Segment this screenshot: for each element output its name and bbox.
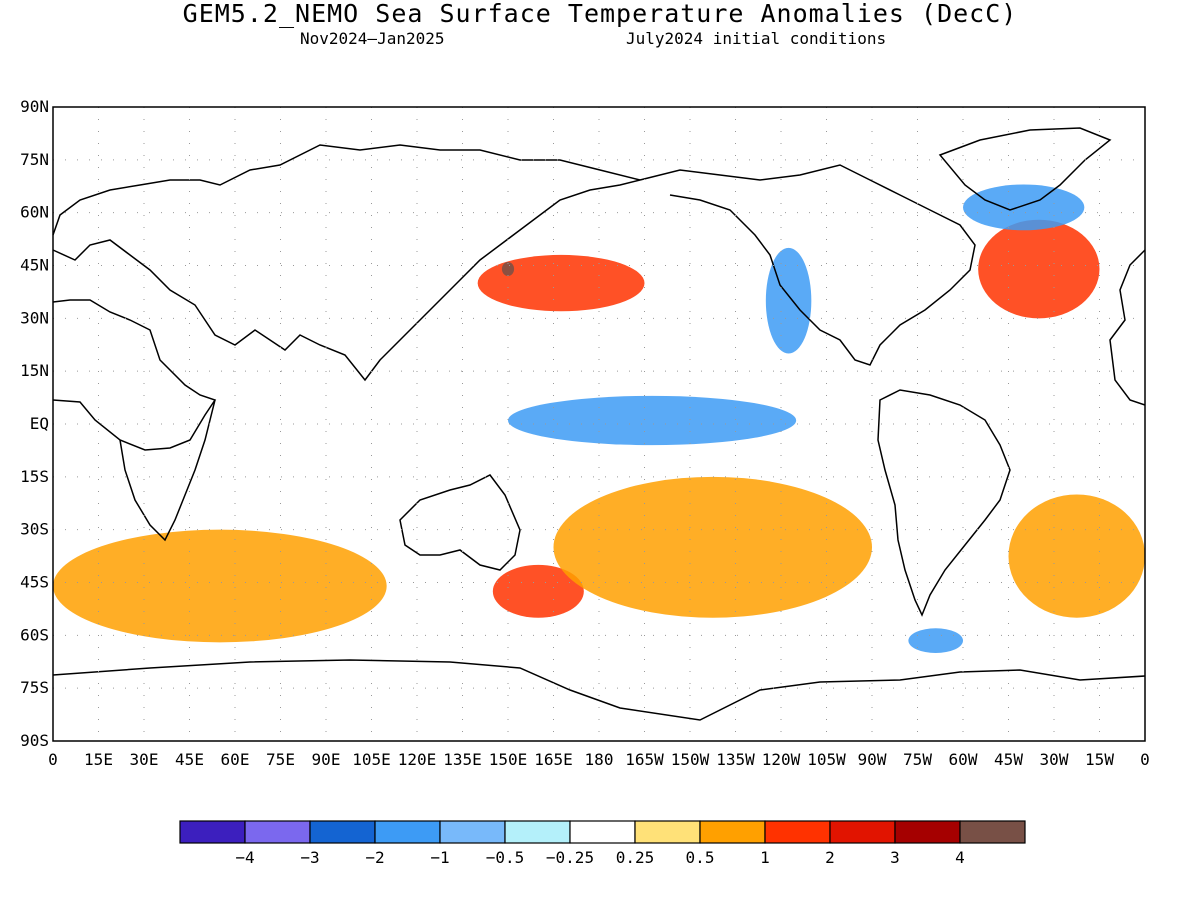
- lon-tick-label: 135E: [443, 750, 482, 769]
- anomaly-labrador-cold: [963, 184, 1085, 231]
- colorbar-label: 4: [955, 848, 965, 867]
- lon-tick-label: 0: [1140, 750, 1150, 769]
- lon-tick-label: 45E: [175, 750, 204, 769]
- antarctica-outline: [52, 659, 1146, 721]
- colorbar-swatch: [764, 820, 831, 844]
- lon-tick-label: 90W: [858, 750, 887, 769]
- colorbar-label: 0.5: [686, 848, 715, 867]
- colorbar-label: −2: [365, 848, 384, 867]
- africa-outline: [52, 299, 217, 451]
- lat-tick-label: 30S: [20, 520, 49, 539]
- lat-tick-label: 90N: [20, 97, 49, 116]
- anomaly-equatorial-pacific-cold: [508, 395, 797, 446]
- lon-tick-label: 15W: [1085, 750, 1114, 769]
- graticule: [53, 107, 1145, 741]
- colorbar-label: −0.5: [486, 848, 525, 867]
- colorbar-label: −4: [235, 848, 254, 867]
- colorbar-label: −0.25: [546, 848, 594, 867]
- anomaly-gulf-stream-warm: [978, 219, 1100, 319]
- lat-tick-label: 45N: [20, 256, 49, 275]
- chart-title: GEM5.2_NEMO Sea Surface Temperature Anom…: [182, 0, 1018, 28]
- colorbar-swatch: [244, 820, 311, 844]
- colorbar-swatch: [374, 820, 441, 844]
- lon-tick-label: 75E: [266, 750, 295, 769]
- lon-tick-label: 105W: [807, 750, 846, 769]
- colorbar-swatch: [569, 820, 636, 844]
- forecast-period: Nov2024—Jan2025: [300, 29, 445, 48]
- initial-conditions-label: July2024 initial conditions: [626, 29, 887, 48]
- colorbar-label: 1: [760, 848, 770, 867]
- anomaly-south-pacific-warm: [553, 476, 872, 618]
- colorbar-swatch: [894, 820, 961, 844]
- longitude-tick-labels: 0 15E 30E 45E 60E 75E 90E 105E 120E 135E 150E 165E 1…: [48, 750, 1150, 769]
- eurasia-outline: [52, 144, 641, 382]
- lat-tick-label: 30N: [20, 308, 49, 327]
- lon-tick-label: 150W: [671, 750, 710, 769]
- colorbar-label: 0.25: [616, 848, 655, 867]
- lon-tick-label: 15E: [84, 750, 113, 769]
- lon-tick-label: 165W: [625, 750, 664, 769]
- colorbar-labels: −4 −3 −2 −1 −0.5 −0.25 0.25 0.5 1 2 3 4: [235, 848, 964, 867]
- colorbar-swatch: [439, 820, 506, 844]
- europe-east-edge-outline: [1109, 249, 1146, 406]
- colorbar-swatch: [504, 820, 571, 844]
- map-border: [52, 106, 1146, 742]
- lon-tick-label: 60E: [221, 750, 250, 769]
- lon-tick-label: 30E: [130, 750, 159, 769]
- colorbar-swatch: [959, 820, 1026, 844]
- anomaly-south-atlantic-warm: [1008, 494, 1145, 618]
- colorbar-swatch: [179, 820, 246, 844]
- lat-tick-label: EQ: [30, 414, 49, 433]
- lon-tick-label: 30W: [1040, 750, 1069, 769]
- colorbar-swatch: [634, 820, 701, 844]
- africa-south-outline: [119, 399, 216, 542]
- lat-tick-label: 60S: [20, 625, 49, 644]
- lon-tick-label: 120W: [762, 750, 801, 769]
- greenland-outline: [938, 127, 1112, 211]
- anomaly-tasman-warm: [492, 564, 584, 618]
- lon-tick-label: 120E: [398, 750, 437, 769]
- anomaly-kuroshio-warm: [477, 254, 645, 312]
- lat-tick-label: 90S: [20, 731, 49, 750]
- lon-tick-label: 165E: [534, 750, 573, 769]
- lat-tick-label: 75N: [20, 150, 49, 169]
- south-america-outline: [877, 389, 1011, 617]
- lon-tick-label: 150E: [489, 750, 528, 769]
- lon-tick-label: 90E: [312, 750, 341, 769]
- anomaly-southern-indian-warm: [53, 529, 387, 643]
- lon-tick-label: 60W: [949, 750, 978, 769]
- colorbar-swatches: [179, 820, 1026, 844]
- lon-tick-label: 0: [48, 750, 58, 769]
- latitude-tick-labels: 90N 75N 60N 45N 30N 15N EQ 15S 30S 45S 60S 75S 90S: [20, 97, 49, 750]
- lon-tick-label: 135W: [716, 750, 755, 769]
- australia-outline: [399, 474, 521, 571]
- colorbar-label: 2: [825, 848, 835, 867]
- lat-tick-label: 75S: [20, 678, 49, 697]
- lon-tick-label: 180: [585, 750, 614, 769]
- lat-tick-label: 15S: [20, 467, 49, 486]
- anomaly-field: [53, 184, 1145, 653]
- colorbar-label: 3: [890, 848, 900, 867]
- lat-tick-label: 15N: [20, 361, 49, 380]
- lat-tick-label: 60N: [20, 203, 49, 222]
- lon-tick-label: 105E: [352, 750, 391, 769]
- lat-tick-label: 45S: [20, 573, 49, 592]
- colorbar-swatch: [829, 820, 896, 844]
- colorbar-swatch: [699, 820, 766, 844]
- colorbar-label: −1: [430, 848, 449, 867]
- anomaly-drake-cold: [908, 628, 963, 653]
- colorbar-label: −3: [300, 848, 319, 867]
- lon-tick-label: 75W: [903, 750, 932, 769]
- colorbar-swatch: [309, 820, 376, 844]
- anomaly-kuroshio-peak: [501, 261, 515, 277]
- lon-tick-label: 45W: [994, 750, 1023, 769]
